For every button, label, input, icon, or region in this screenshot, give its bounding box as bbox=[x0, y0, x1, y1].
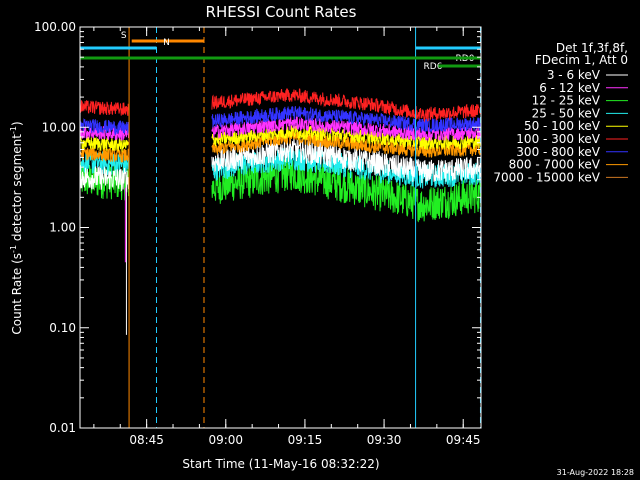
series-line-6 bbox=[80, 118, 130, 136]
series-line-2 bbox=[211, 155, 481, 223]
legend-entry-label: 12 - 25 keV bbox=[532, 94, 601, 108]
x-tick-label: 09:30 bbox=[367, 433, 402, 447]
series-line-5 bbox=[80, 100, 130, 116]
legend-header-line: FDecim 1, Att 0 bbox=[535, 53, 628, 67]
timestamp: 31-Aug-2022 18:28 bbox=[557, 468, 634, 477]
legend-entry-label: 50 - 100 keV bbox=[524, 119, 601, 133]
plot-frame bbox=[79, 26, 482, 429]
y-tick-label: 0.10 bbox=[49, 321, 76, 335]
y-axis-label: Count Rate (s-1 detector segment-1) bbox=[9, 121, 24, 334]
x-axis-label: Start Time (11-May-16 08:32:22) bbox=[182, 457, 379, 471]
flag-label-3: RD6 bbox=[424, 62, 443, 72]
x-tick-label: 09:15 bbox=[288, 433, 323, 447]
x-tick-label: 09:45 bbox=[446, 433, 481, 447]
series-line-7 bbox=[211, 130, 481, 159]
y-tick-label: 1.00 bbox=[49, 221, 76, 235]
x-tick-label: 08:45 bbox=[129, 433, 164, 447]
legend-entry-label: 3 - 6 keV bbox=[547, 68, 601, 82]
series-line-0 bbox=[211, 138, 481, 183]
series-line-0 bbox=[80, 165, 130, 193]
legend-entry-label: 100 - 300 keV bbox=[516, 132, 600, 146]
series-line-7 bbox=[80, 146, 130, 163]
plot-area: SNRD0RD6 bbox=[80, 27, 481, 428]
legend-entry-label: 6 - 12 keV bbox=[539, 81, 601, 95]
chart-title: RHESSI Count Rates bbox=[206, 3, 357, 21]
series-line-4 bbox=[80, 135, 130, 152]
legend-header-line: Det 1f,3f,8f, bbox=[556, 41, 628, 55]
legend-entry-label: 7000 - 15000 keV bbox=[493, 170, 600, 184]
y-tick-label: 10.00 bbox=[42, 120, 76, 134]
legend-entry-label: 300 - 800 keV bbox=[516, 145, 600, 159]
series-line-5 bbox=[211, 88, 481, 123]
legend-entry-label: 25 - 50 keV bbox=[532, 106, 601, 120]
series-line-4 bbox=[211, 125, 481, 151]
flag-label-1: N bbox=[163, 38, 170, 48]
y-tick-label: 0.01 bbox=[49, 421, 76, 435]
legend-entry-label: 800 - 7000 keV bbox=[509, 158, 601, 172]
y-tick-label: 100.00 bbox=[34, 20, 76, 34]
flag-label-0: S bbox=[121, 31, 127, 41]
x-tick-label: 09:00 bbox=[208, 433, 243, 447]
